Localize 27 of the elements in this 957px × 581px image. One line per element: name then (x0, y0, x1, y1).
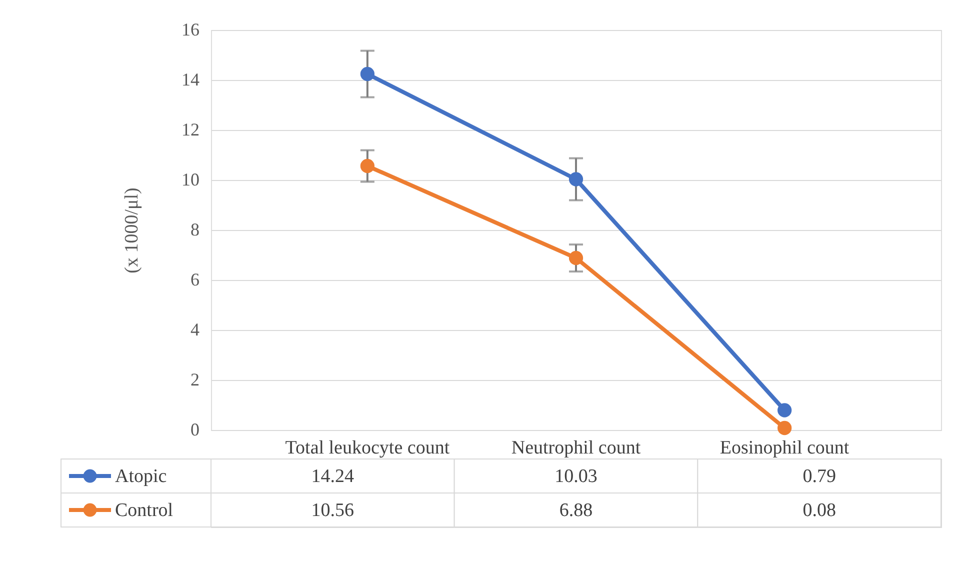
y-tick-label: 8 (190, 220, 200, 240)
point (568, 172, 584, 186)
point (360, 66, 374, 82)
point (778, 403, 792, 418)
y-tick-label: 14 (182, 70, 200, 90)
data-label: 6.88 (559, 500, 593, 521)
x-tick-label: Neutrophil count (511, 438, 642, 458)
point (360, 158, 374, 174)
y-tick-label: 16 (182, 20, 200, 40)
y-tick-label: 4 (190, 320, 200, 340)
y-tick-label: 12 (182, 120, 200, 140)
data-label: 0.08 (802, 500, 836, 521)
legend-label: Atopic (115, 466, 167, 487)
data-label: 14.24 (311, 466, 355, 487)
x-tick-label: Eosinophil count (720, 438, 850, 458)
data-label: 10.56 (311, 500, 354, 521)
data-label: 0.79 (802, 466, 836, 487)
y-tick-label: 0 (190, 420, 200, 440)
data-label: 10.03 (554, 466, 598, 487)
y-axis-title: (x 1000/μl) (122, 188, 142, 274)
y-tick-label: 6 (190, 270, 200, 290)
x-tick-label: Total leukocyte count (285, 438, 450, 458)
y-tick-label: 10 (182, 170, 200, 190)
y-tick-label: 2 (190, 370, 200, 390)
legend-label: Control (115, 500, 174, 521)
point (778, 420, 792, 436)
point (568, 250, 584, 266)
